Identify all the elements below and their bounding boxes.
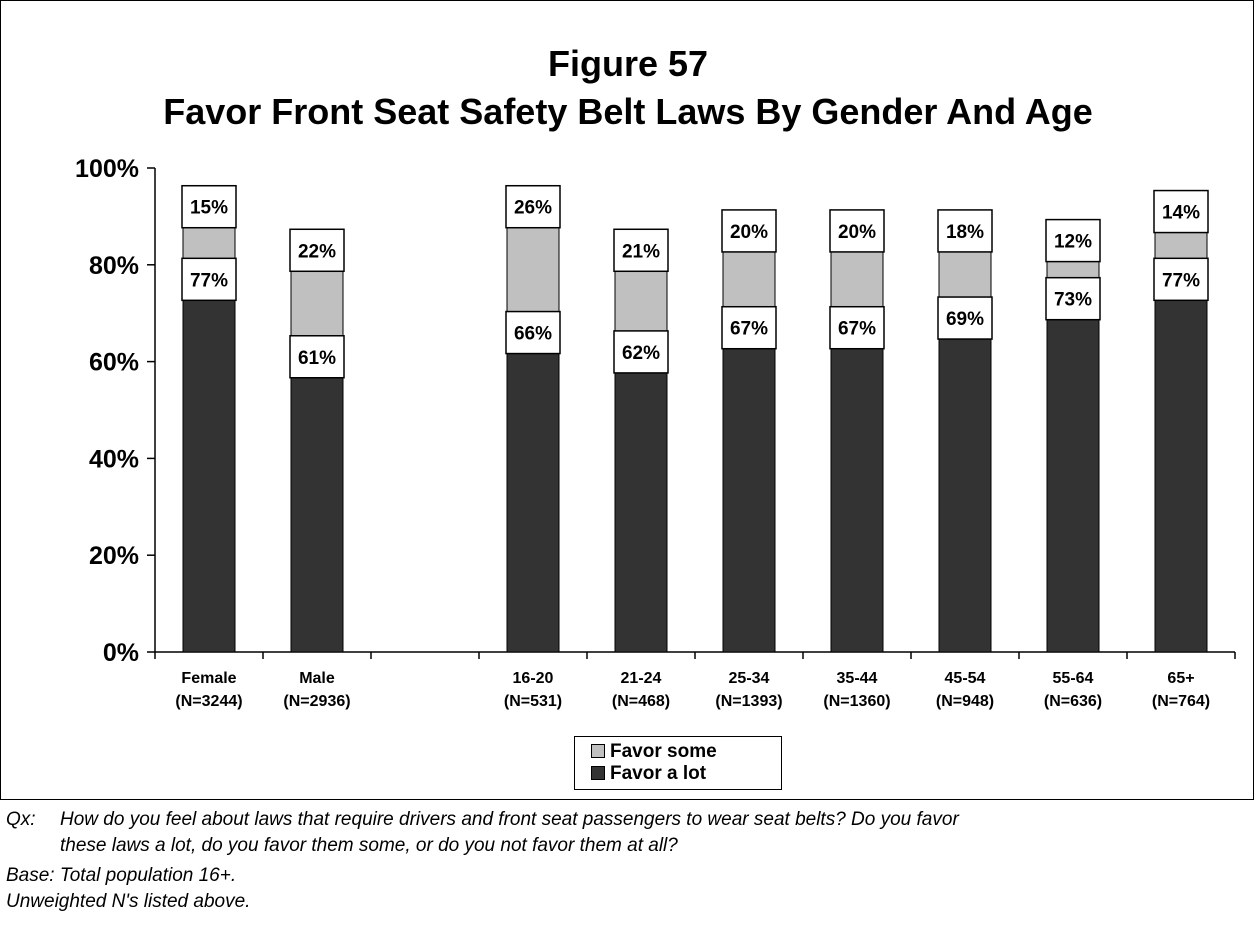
legend-item-favor-a-lot: Favor a lot [591,763,706,785]
data-label-favor-some: 18% [946,222,984,243]
data-label-favor-a-lot: 61% [298,348,336,369]
question-label: Qx: [6,808,60,832]
base-note: Base: Total population 16+. [6,864,236,888]
data-label-favor-some: 26% [514,198,552,219]
bar-favor-a-lot [615,352,667,652]
x-category-n-label: (N=1393) [715,693,782,710]
legend-label-favor-a-lot: Favor a lot [610,763,706,784]
y-tick-label: 100% [75,155,139,183]
bar-favor-a-lot [507,333,559,652]
question-text-line2: these laws a lot, do you favor them some… [60,834,678,858]
data-label-favor-some: 14% [1162,203,1200,224]
x-category-n-label: (N=1360) [823,693,890,710]
y-tick-label: 60% [89,349,139,377]
bar-favor-a-lot [831,328,883,652]
x-category-label: 16-20 [513,670,554,687]
data-label-favor-some: 21% [622,241,660,262]
x-category-n-label: (N=3244) [175,693,242,710]
y-tick-label: 80% [89,252,139,280]
x-category-label: 55-64 [1053,670,1094,687]
bar-favor-a-lot [939,318,991,652]
data-label-favor-a-lot: 62% [622,343,660,364]
question-note: Qx: How do you feel about laws that requi… [6,808,959,832]
data-label-favor-a-lot: 67% [838,319,876,340]
x-category-label: 65+ [1167,670,1194,687]
x-category-n-label: (N=948) [936,693,994,710]
x-category-label: Female [181,670,236,687]
x-category-label: 21-24 [621,670,662,687]
bar-favor-a-lot [1155,279,1207,652]
data-label-favor-some: 15% [190,198,228,219]
y-tick-label: 20% [89,542,139,570]
legend-swatch-favor-a-lot [591,766,605,780]
legend-item-favor-some: Favor some [591,741,717,763]
data-label-favor-some: 20% [838,222,876,243]
legend-swatch-favor-some [591,744,605,758]
chart-legend: Favor some Favor a lot [574,736,782,790]
data-label-favor-a-lot: 77% [190,270,228,291]
x-category-label: Male [299,670,335,687]
data-label-favor-a-lot: 77% [1162,270,1200,291]
bar-favor-a-lot [183,279,235,652]
x-category-label: 45-54 [945,670,986,687]
y-tick-label: 0% [103,639,139,667]
legend-label-favor-some: Favor some [610,741,717,762]
x-category-n-label: (N=636) [1044,693,1102,710]
data-label-favor-some: 12% [1054,232,1092,253]
data-label-favor-some: 20% [730,222,768,243]
x-category-n-label: (N=2936) [283,693,350,710]
bar-favor-a-lot [1047,299,1099,652]
y-tick-label: 40% [89,445,139,473]
data-label-favor-some: 22% [298,241,336,262]
data-label-favor-a-lot: 73% [1054,290,1092,311]
x-category-n-label: (N=764) [1152,693,1210,710]
x-category-n-label: (N=531) [504,693,562,710]
bar-favor-a-lot [291,357,343,652]
x-category-label: 35-44 [837,670,878,687]
x-category-n-label: (N=468) [612,693,670,710]
data-label-favor-a-lot: 69% [946,309,984,330]
data-label-favor-a-lot: 66% [514,324,552,345]
x-category-label: 25-34 [729,670,770,687]
question-text-line1: How do you feel about laws that require … [60,809,959,830]
data-label-favor-a-lot: 67% [730,319,768,340]
unweighted-note: Unweighted N's listed above. [6,890,250,914]
stacked-bar-chart: 0% 20% 40% 60% 80% 100% Female (N=3244) 77% 15% Ma… [0,0,1256,800]
bar-favor-a-lot [723,328,775,652]
